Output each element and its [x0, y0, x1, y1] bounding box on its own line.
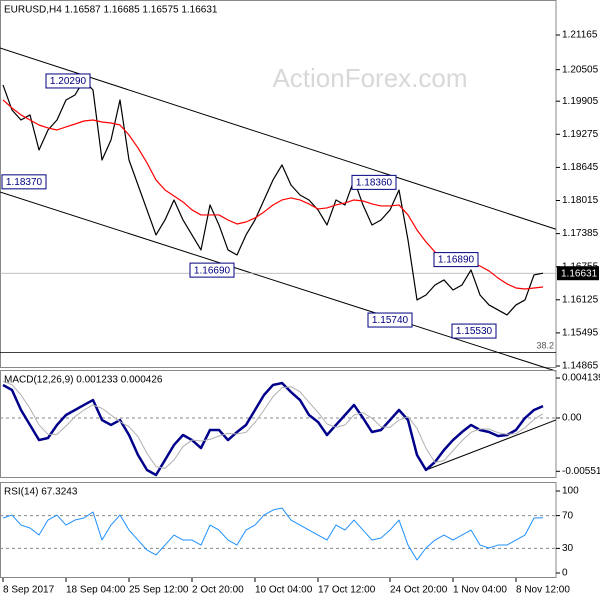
annotation-box — [367, 312, 413, 328]
trend-line — [425, 419, 557, 471]
panel-frame — [0, 482, 557, 578]
annotation-label: 1.20290 — [50, 76, 87, 87]
x-tick-label: 25 Sep 12:00 — [129, 585, 189, 596]
annotation-label: 1.16690 — [194, 265, 231, 276]
annotation-label: 1.18360 — [356, 178, 393, 189]
x-tick-label: 18 Sep 04:00 — [66, 585, 126, 596]
trend-line — [0, 191, 557, 372]
y-tick-label: 1.19905 — [562, 96, 599, 107]
panel-frame — [0, 0, 557, 368]
series-line — [2, 381, 544, 477]
annotation-box — [351, 174, 397, 190]
y-tick-label: -0.005517 — [562, 466, 600, 477]
y-tick-label: 1.19275 — [562, 129, 599, 140]
y-tick-label: 1.21165 — [562, 30, 598, 41]
y-tick-label: 1.20505 — [562, 64, 599, 75]
series-line — [2, 380, 544, 469]
annotation-label: 1.16890 — [438, 255, 475, 266]
annotation-box — [1, 174, 47, 190]
x-tick-label: 2 Oct 20:00 — [192, 585, 244, 596]
annotation-label: 1.15740 — [372, 315, 409, 326]
y-tick-label: 1.18015 — [562, 195, 599, 206]
annotation-box — [433, 252, 479, 268]
panel-frame — [0, 370, 557, 478]
panel-title: EURUSD,H4 1.16587 1.16685 1.16575 1.1663… — [4, 5, 218, 16]
trend-line — [0, 47, 557, 230]
series-line — [2, 79, 544, 316]
current-price-label: 1.16631 — [561, 268, 598, 279]
y-tick-label: 70 — [562, 510, 574, 521]
x-tick-label: 24 Oct 20:00 — [390, 585, 448, 596]
y-tick-label: 1.14865 — [562, 361, 599, 372]
x-tick-label: 1 Nov 04:00 — [453, 585, 507, 596]
annotation-label: 1.15530 — [456, 326, 493, 337]
annotation-label: 1.18370 — [6, 177, 43, 188]
current-price-box — [557, 266, 599, 281]
y-tick-label: 1.17385 — [562, 228, 599, 239]
x-tick-label: 8 Sep 2017 — [3, 585, 55, 596]
x-tick-label: 10 Oct 04:00 — [255, 585, 313, 596]
series-line — [2, 507, 544, 561]
annotation-box — [189, 262, 235, 278]
y-tick-label: 1.18645 — [562, 162, 599, 173]
panel-title: MACD(12,26,9) 0.001233 0.000426 — [4, 375, 163, 386]
y-tick-label: 1.15495 — [562, 328, 599, 339]
y-tick-label: 0 — [562, 568, 568, 579]
x-tick-label: 17 Oct 12:00 — [318, 585, 376, 596]
y-tick-label: 100 — [562, 486, 579, 497]
y-tick-label: 0.004139 — [562, 373, 600, 384]
level-label: 38.2 — [536, 341, 554, 351]
panel-title: RSI(14) 67.3243 — [4, 487, 78, 498]
y-tick-label: 1.16125 — [562, 294, 599, 305]
annotation-box — [451, 323, 497, 339]
y-tick-label: 0.00 — [562, 413, 582, 424]
x-tick-label: 8 Nov 12:00 — [516, 585, 570, 596]
annotation-box — [45, 73, 91, 89]
watermark: ActionForex.com — [272, 63, 467, 93]
y-tick-label: 30 — [562, 543, 574, 554]
